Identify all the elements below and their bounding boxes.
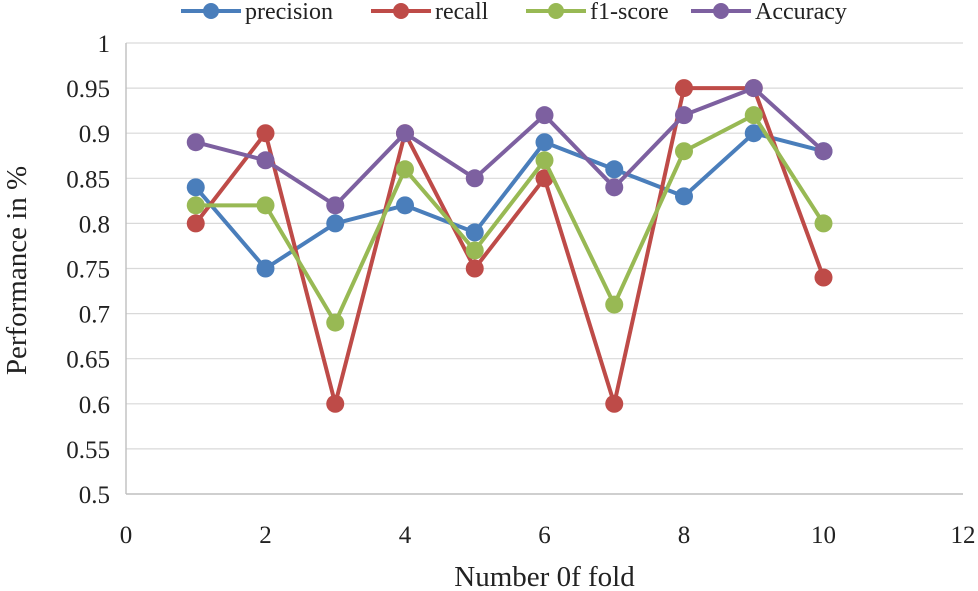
data-point [256,151,275,170]
series-line [195,113,826,325]
data-point [326,394,345,413]
data-point [605,394,624,413]
gridlines [126,42,963,450]
legend-item: Accuracy [691,0,847,25]
data-point [605,178,624,197]
legend-item: precision [181,0,333,25]
data-point [326,196,345,215]
legend-swatch-marker [393,3,409,19]
y-tick-label: 0.6 [79,392,110,419]
legend-label: f1-score [590,0,669,25]
y-tick-label: 0.95 [66,76,110,103]
data-point [814,214,833,233]
data-point [744,124,763,143]
y-tick-label: 0.5 [79,482,110,509]
x-tick-label: 8 [678,522,691,549]
y-tick-label: 0.85 [66,166,110,193]
data-point [396,196,414,215]
data-point [326,214,345,233]
x-tick-label: 0 [120,522,133,549]
y-tick-label: 0.7 [79,302,110,329]
data-point [396,160,414,179]
y-tick-label: 0.65 [66,347,110,374]
data-point [256,196,275,215]
data-point [675,106,693,125]
data-point [535,133,554,152]
data-point [675,79,693,98]
data-point [675,187,693,206]
series-layer [186,79,833,413]
series-f1-score [186,106,833,332]
series-line [195,86,825,208]
legend-label: Accuracy [755,0,847,25]
data-point [256,259,275,278]
legend-swatch-marker [548,3,564,19]
legend-swatch-marker [203,3,219,19]
x-axis-title: Number 0f fold [454,561,635,591]
x-tick-label: 10 [811,522,836,549]
y-tick-label: 0.9 [79,121,110,148]
legend-label: precision [245,0,333,25]
series-line [194,86,826,406]
series-accuracy [186,79,833,215]
series-recall [186,79,833,413]
y-tick-label: 0.75 [66,257,110,284]
legend: precision recall f1-score Accuracy [181,0,847,25]
data-point [465,169,484,188]
data-point [675,142,693,161]
y-axis-title: Performance in % [1,166,33,375]
legend-label: recall [435,0,489,25]
y-tick-label: 0.55 [66,437,110,464]
y-tick-label: 0.8 [79,211,110,238]
x-tick-label: 2 [259,522,272,549]
data-point [256,124,275,143]
data-point [186,178,205,197]
data-point [465,259,484,278]
x-tick-label: 6 [538,522,551,549]
x-tick-label: 12 [951,522,976,549]
data-point [814,268,833,287]
data-point [465,223,484,242]
data-point [605,295,624,314]
data-point [605,160,624,179]
data-point [465,241,484,260]
data-point [326,313,345,332]
x-tick-label: 4 [399,522,412,549]
data-point [396,124,414,143]
legend-item: f1-score [526,0,669,25]
data-point [814,142,833,161]
data-point [186,214,205,233]
data-point [535,106,554,125]
legend-swatch-marker [713,3,729,19]
data-point [744,106,763,125]
series-line [194,131,825,271]
data-point [186,133,205,152]
y-tick-label: 1 [98,31,111,58]
legend-item: recall [371,0,489,25]
data-point [186,196,205,215]
data-point [744,79,763,98]
data-point [535,151,554,170]
